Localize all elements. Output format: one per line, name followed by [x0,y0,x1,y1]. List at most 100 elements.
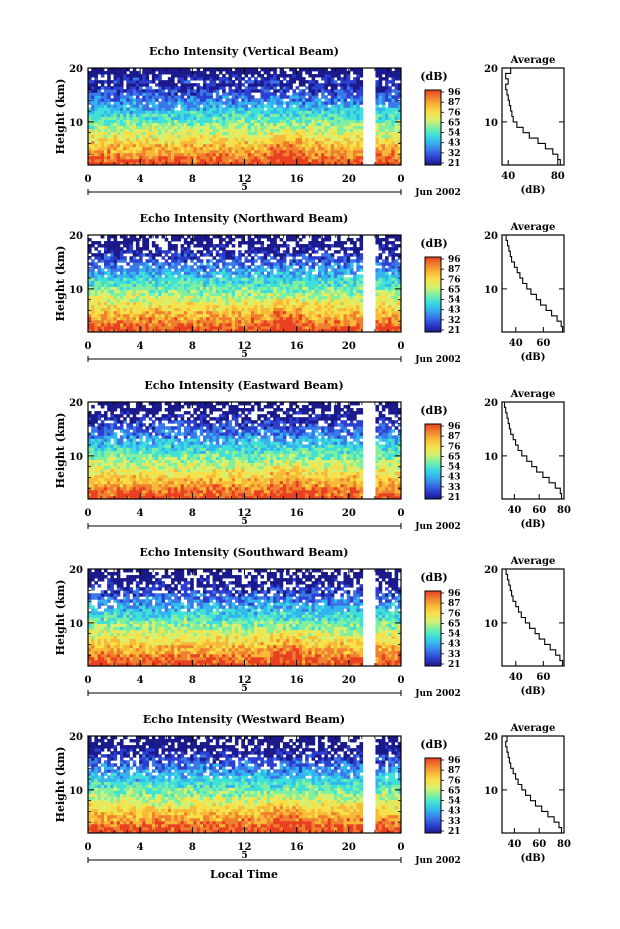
heatmap-cell [183,110,188,114]
heatmap-cell [321,119,325,123]
heatmap-cell [209,280,213,284]
heatmap-cell [212,128,217,133]
heatmap-cell [180,107,185,111]
heatmap-cell [295,286,300,290]
heatmap-cell [199,122,204,126]
heatmap-cell [158,307,162,312]
heatmap-cell [298,328,303,333]
heatmap-cell [129,286,134,290]
heatmap-cell [244,152,249,157]
heatmap-cell [234,259,239,263]
heatmap-cell [231,301,236,306]
heatmap-cell [209,268,213,272]
heatmap-cell [337,161,341,166]
heatmap-cell [155,77,159,81]
heatmap-cell [97,110,102,114]
heatmap-cell [353,146,357,151]
heatmap-cell [151,137,156,142]
heatmap-cell [145,328,150,333]
heatmap-cell [301,301,306,306]
heatmap-cell [250,146,255,151]
heatmap-cell [301,298,306,303]
heatmap-cell [321,143,325,148]
heatmap-cell [129,238,134,242]
heatmap-cell [88,137,92,142]
heatmap-cell [289,122,293,126]
heatmap-cell [174,125,178,130]
heatmap-cell [282,307,287,312]
heatmap-cell [231,92,236,96]
heatmap-cell [107,74,111,78]
heatmap-cell [100,149,105,154]
heatmap-cell [324,140,328,145]
heatmap-cell [167,301,172,306]
heatmap-cell [254,125,258,130]
heatmap-cell [244,271,249,275]
heatmap-cell [215,307,220,312]
heatmap-cell [135,152,140,157]
heatmap-cell [286,80,290,84]
heatmap-cell [346,101,351,105]
heatmap-cell [228,262,233,266]
heatmap-cell [244,319,249,324]
heatmap-cell [260,98,265,102]
heatmap-cell [110,122,114,126]
beam-panel: Echo Intensity (Northward Beam)2010Heigh… [54,212,565,365]
heatmap-cell [88,149,92,154]
heatmap-cell [327,92,332,96]
heatmap-cell [222,107,226,111]
heatmap-cell [260,74,265,78]
heatmap-cell [305,101,309,105]
heatmap-cell [126,313,130,318]
heatmap-cell [228,137,233,142]
heatmap-cell [113,268,118,272]
heatmap-cell [145,244,150,248]
heatmap-cell [279,310,284,315]
heatmap-cell [183,301,188,306]
heatmap-cell [100,307,105,312]
heatmap-cell [212,313,217,318]
heatmap-cell [234,301,239,306]
heatmap-cell [333,98,338,102]
heatmap-cell [161,289,166,293]
heatmap-cell [317,137,322,142]
heatmap-cell [298,310,303,315]
heatmap-cell [324,101,328,105]
heatmap-cell [215,119,220,123]
heatmap-cell [88,161,92,166]
heatmap-cell [174,271,178,275]
heatmap-cell [215,325,220,330]
heatmap-cell [100,155,105,160]
heatmap-cell [282,140,287,145]
heatmap-cell [126,86,130,90]
heatmap-cell [333,86,338,90]
heatmap-cell [238,83,242,87]
heatmap-cell [311,116,316,120]
heatmap-cell [119,316,124,321]
heatmap-cell [103,152,108,157]
heatmap-cell [209,119,213,123]
heatmap-cell [113,83,118,87]
heatmap-cell [100,107,105,111]
heatmap-cell [151,155,156,160]
heatmap-cell [231,152,236,157]
heatmap-cell [206,77,210,81]
heatmap-cell [103,325,108,330]
heatmap-cell [215,128,220,133]
heatmap-cell [388,119,392,123]
heatmap-cell [385,122,389,126]
heatmap-cell [244,310,249,315]
heatmap-cell [209,265,213,269]
heatmap-cell [282,107,287,111]
heatmap-cell [286,146,290,151]
heatmap-cell [116,122,121,126]
heatmap-cell [97,140,102,145]
heatmap-cell [113,295,118,300]
heatmap-cell [314,152,319,157]
heatmap-cell [273,116,277,120]
heatmap-cell [238,86,242,90]
heatmap-cell [180,244,185,248]
heatmap-cell [103,71,108,75]
heatmap-cell [254,146,258,151]
heatmap-cell [321,104,325,108]
